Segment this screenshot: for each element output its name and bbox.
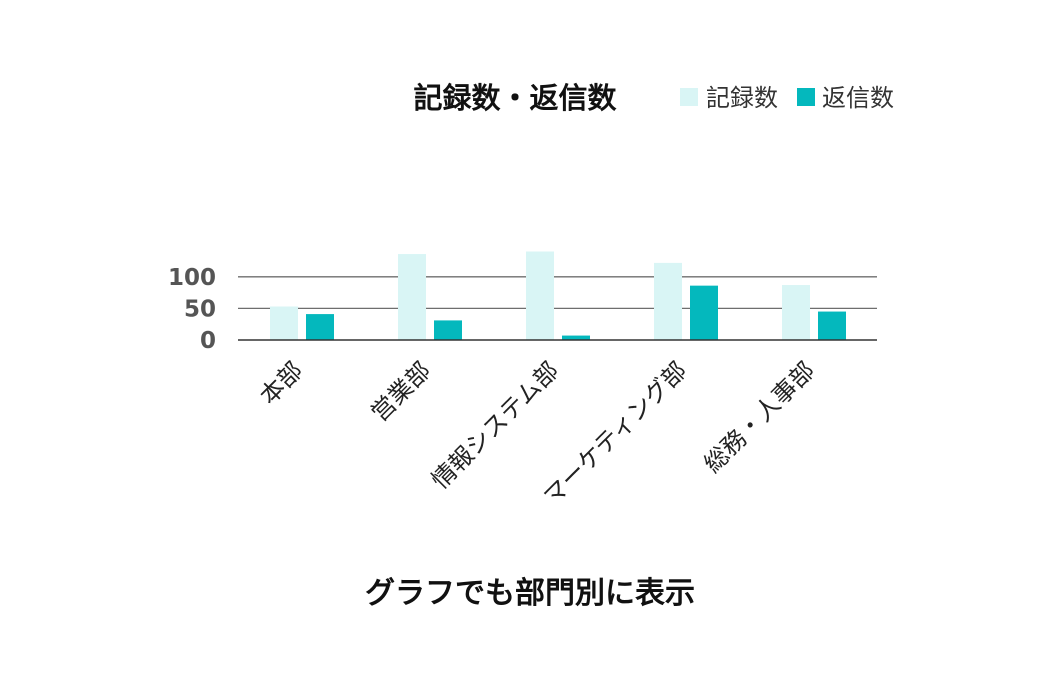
bar-records-2 xyxy=(526,251,554,340)
bar-records-3 xyxy=(654,262,682,340)
x-category-label: 営業部 xyxy=(366,356,437,427)
x-category-label: マーケティング部 xyxy=(538,356,692,510)
bar-replies-3 xyxy=(690,285,718,340)
y-tick-label: 0 xyxy=(200,328,216,354)
chart-title: 記録数・返信数 xyxy=(413,81,617,115)
x-category-label: 本部 xyxy=(255,356,309,410)
bar-replies-0 xyxy=(306,314,334,340)
x-category-label: 情報システム部 xyxy=(426,356,564,494)
y-tick-label: 100 xyxy=(168,265,216,291)
bar-records-0 xyxy=(270,306,298,340)
legend-swatch-records xyxy=(680,88,698,106)
chart-legend: 記録数 返信数 xyxy=(680,84,894,112)
legend-label-records: 記録数 xyxy=(706,84,778,112)
bar-replies-1 xyxy=(434,320,462,340)
bar-replies-2 xyxy=(562,335,590,340)
legend-swatch-replies xyxy=(797,88,815,106)
legend-label-replies: 返信数 xyxy=(822,84,894,112)
y-axis-ticks: 0 50 100 xyxy=(168,265,216,354)
x-category-label: 総務・人事部 xyxy=(699,356,821,478)
gridlines xyxy=(238,276,877,310)
bar-records-1 xyxy=(398,254,426,340)
chart-caption: グラフでも部門別に表示 xyxy=(365,576,695,611)
y-tick-label: 50 xyxy=(184,296,216,322)
bar-replies-4 xyxy=(818,311,846,340)
bars xyxy=(270,251,846,340)
bar-records-4 xyxy=(782,285,810,340)
